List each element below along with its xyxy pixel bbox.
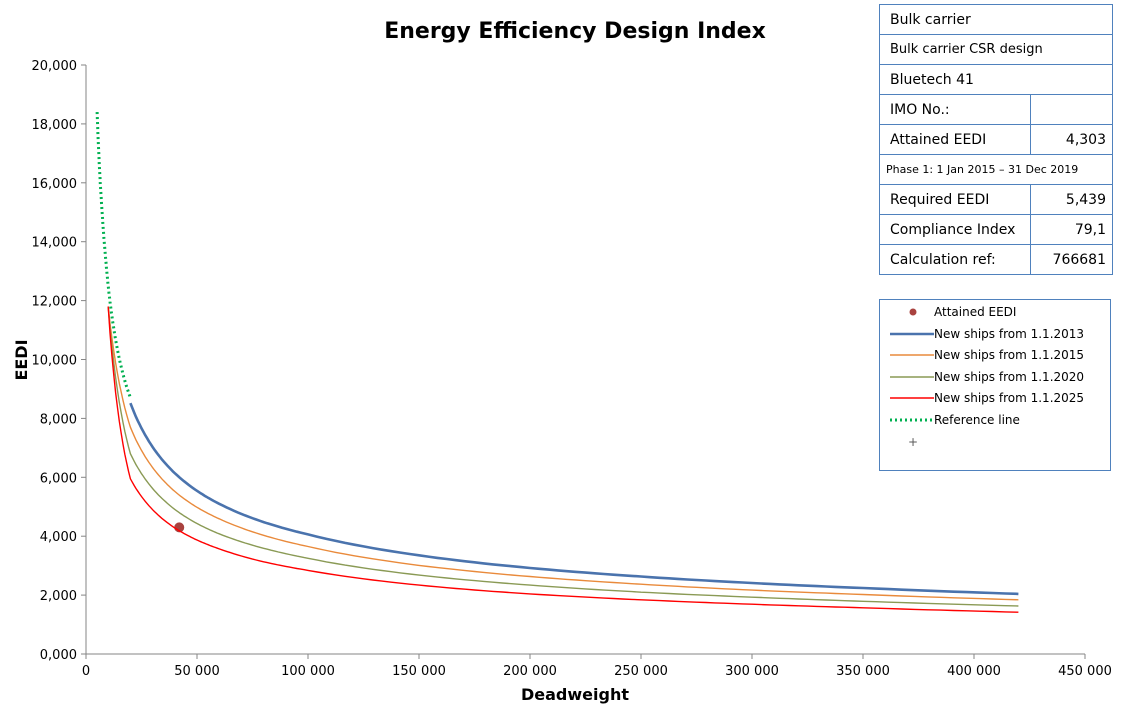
y-axis-label: EEDI <box>12 339 31 380</box>
x-tick-label: 50 000 <box>174 664 220 679</box>
legend-key <box>880 303 930 321</box>
legend-key: + <box>880 432 930 450</box>
y-tick-label: 12,000 <box>32 295 78 310</box>
legend-item: Reference line <box>880 411 1020 429</box>
ship-name: Bluetech 41 <box>879 64 1113 95</box>
ship-type: Bulk carrier <box>879 4 1113 35</box>
x-tick-label: 350 000 <box>836 664 890 679</box>
compliance-index-value: 79,1 <box>1030 214 1113 245</box>
calculation-ref-value: 766681 <box>1030 244 1113 275</box>
required-eedi-value: 5,439 <box>1030 184 1113 215</box>
legend-item: + <box>880 432 934 450</box>
x-tick-label: 0 <box>82 664 90 679</box>
y-tick-label: 0,000 <box>40 648 77 663</box>
legend-label: New ships from 1.1.2015 <box>934 348 1085 362</box>
attained-eedi-value: 4,303 <box>1030 124 1113 155</box>
x-tick-label: 200 000 <box>503 664 557 679</box>
legend-key <box>880 368 934 386</box>
legend-item: New ships from 1.1.2015 <box>880 346 1084 364</box>
x-tick-label: 300 000 <box>725 664 779 679</box>
x-tick-label: 400 000 <box>947 664 1001 679</box>
y-tick-label: 4,000 <box>40 530 77 545</box>
plot-area: 0 50 000 100 000 150 000 200 000 250 000 300 0… <box>32 59 1112 679</box>
legend-item: New ships from 1.1.2025 <box>880 389 1084 407</box>
legend-key <box>880 325 934 343</box>
x-tick-label: 250 000 <box>614 664 668 679</box>
new-ships-from-1-1-2020-line <box>107 306 1019 607</box>
calculation-ref-label: Calculation ref: <box>879 244 1031 275</box>
y-tick-label: 14,000 <box>32 236 78 251</box>
legend-key <box>880 411 934 429</box>
required-eedi-label: Required EEDI <box>879 184 1031 215</box>
y-tick-label: 6,000 <box>40 471 77 486</box>
legend-item: New ships from 1.1.2020 <box>880 368 1084 386</box>
phase-label: Phase 1: 1 Jan 2015 – 31 Dec 2019 <box>879 154 1113 185</box>
legend-key <box>880 389 934 407</box>
legend-label: New ships from 1.1.2020 <box>934 369 1085 384</box>
y-tick-label: 2,000 <box>40 589 77 604</box>
compliance-index-label: Compliance Index <box>879 214 1031 245</box>
legend-label: New ships from 1.1.2013 <box>934 326 1085 341</box>
imo-label: IMO No.: <box>879 94 1031 125</box>
new-ships-from-1-1-2013-line <box>129 402 1019 596</box>
x-tick-label: 450 000 <box>1058 664 1112 679</box>
new-ships-from-1-1-2025-line <box>107 306 1019 613</box>
chart-title: Energy Efficiency Design Index <box>384 19 766 44</box>
x-tick-label: 150 000 <box>392 664 446 679</box>
y-tick-label: 8,000 <box>40 412 77 427</box>
legend-item: Attained EEDI <box>880 303 1016 321</box>
y-tick-label: 10,000 <box>32 354 78 369</box>
legend-label: New ships from 1.1.2025 <box>934 391 1085 405</box>
x-tick-label: 100 000 <box>281 664 335 679</box>
svg-text:+: + <box>908 435 918 449</box>
y-tick-label: 16,000 <box>32 177 78 192</box>
ship-design: Bulk carrier CSR design <box>879 34 1113 65</box>
y-tick-label: 20,000 <box>32 59 78 74</box>
imo-value <box>1030 94 1113 125</box>
legend-label: Attained EEDI <box>934 305 1017 319</box>
legend-key <box>880 346 934 364</box>
ship-info-table: Bulk carrier Bulk carrier CSR design Blu… <box>879 4 1113 275</box>
y-tick-label: 18,000 <box>32 118 78 133</box>
new-ships-from-1-1-2015-line <box>107 306 1019 601</box>
legend-item: New ships from 1.1.2013 <box>880 325 1084 343</box>
legend-label: Reference line <box>934 412 1020 427</box>
x-axis-label: Deadweight <box>521 685 629 704</box>
attained-eedi-label: Attained EEDI <box>879 124 1031 155</box>
chart-legend: Attained EEDI New ships from 1.1.2013 New … <box>879 299 1111 471</box>
